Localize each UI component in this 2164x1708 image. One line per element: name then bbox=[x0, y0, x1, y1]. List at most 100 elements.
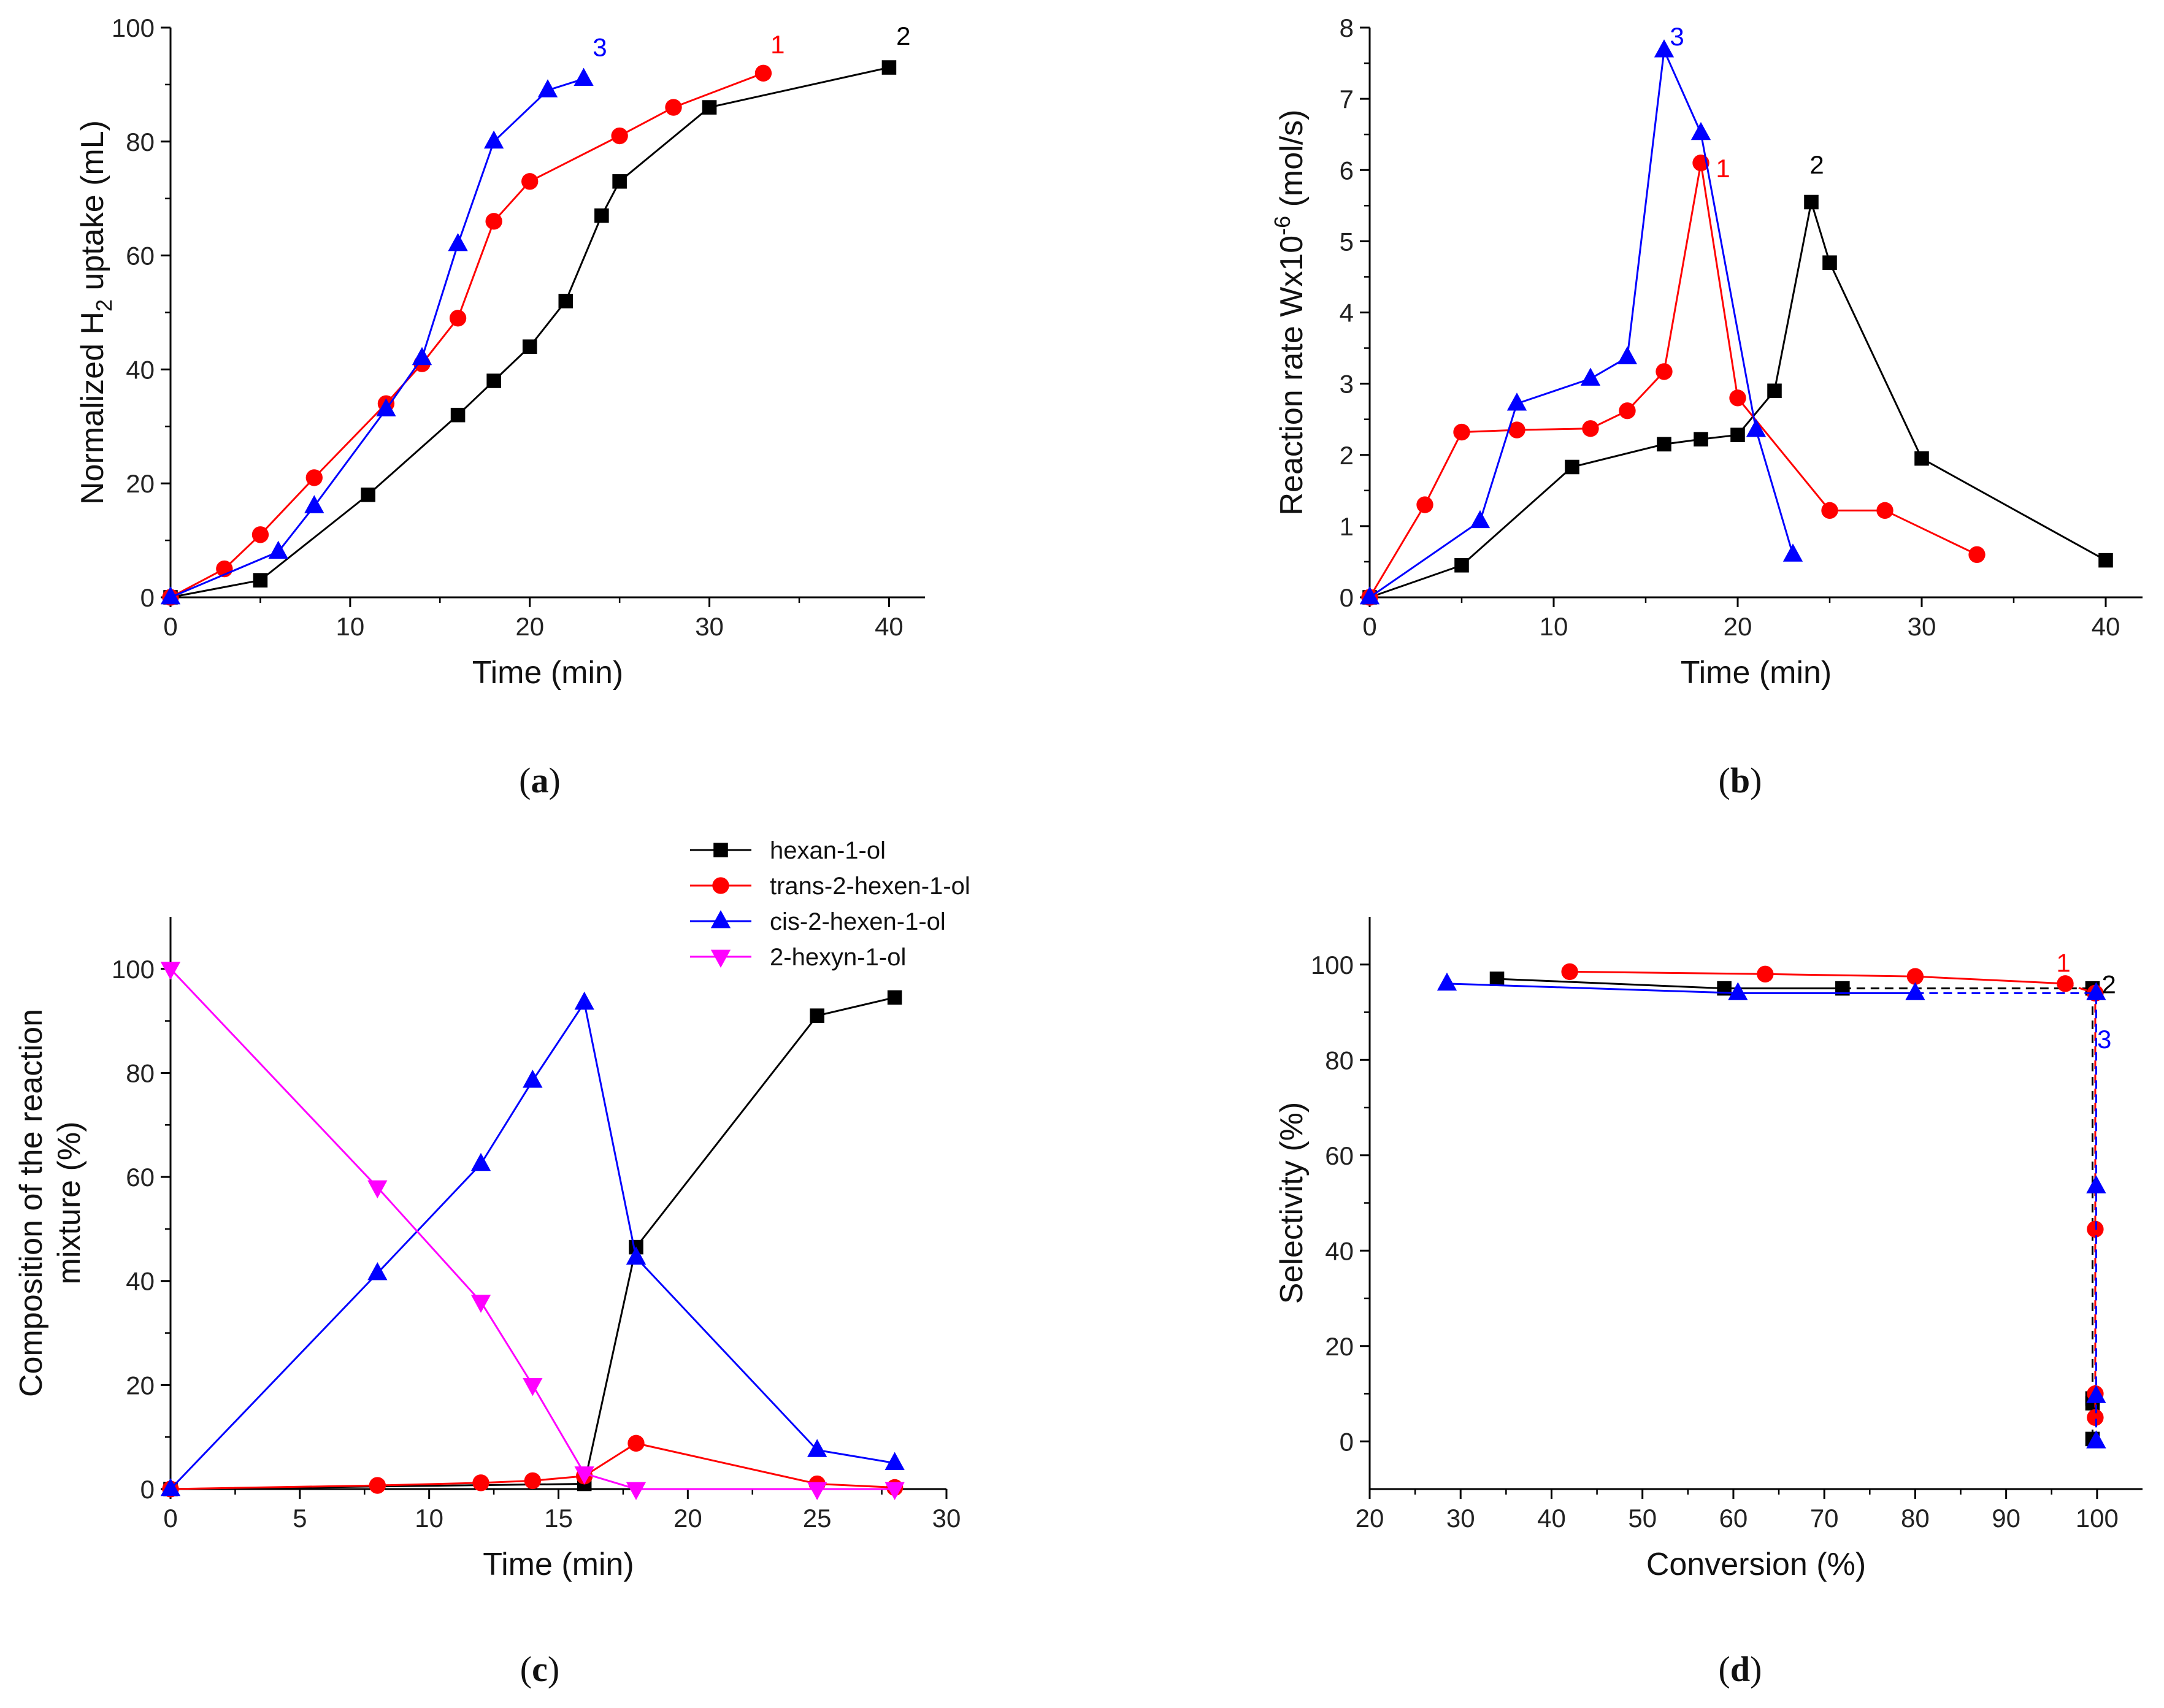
data-point-trans-2-hexen-1-ol bbox=[524, 1472, 542, 1490]
data-point-3 bbox=[2086, 982, 2106, 1000]
data-point-cis-2-hexen-1-ol bbox=[470, 1152, 491, 1171]
dashed-line-series-2 bbox=[1842, 987, 2093, 1439]
x-tick-label: 5 bbox=[293, 1504, 307, 1533]
y-tick-label: 40 bbox=[126, 355, 155, 384]
y-tick-label: 20 bbox=[126, 1371, 155, 1400]
y-tick-label: 7 bbox=[1340, 85, 1354, 113]
series-line-3 bbox=[170, 78, 585, 599]
data-point-2-hexyn-1-ol bbox=[523, 1377, 543, 1396]
data-point-3 bbox=[1782, 543, 1803, 562]
data-point-3 bbox=[1470, 510, 1491, 529]
data-point-2-hexyn-1-ol bbox=[807, 1482, 827, 1501]
data-point-1 bbox=[305, 469, 323, 486]
curve-label-2: 2 bbox=[1809, 150, 1824, 179]
dashed-line-series-3 bbox=[1915, 992, 2097, 1442]
data-point-3 bbox=[1654, 39, 1675, 58]
data-point-2 bbox=[1730, 427, 1745, 443]
data-point-2 bbox=[594, 208, 609, 223]
panel-label: (c) bbox=[520, 1649, 559, 1689]
curve-label-3: 3 bbox=[2097, 1025, 2111, 1054]
y-tick-label: 0 bbox=[140, 1475, 155, 1504]
y-tick-label: 60 bbox=[1325, 1141, 1354, 1170]
data-point-3 bbox=[1905, 982, 1925, 1000]
data-point-3 bbox=[2086, 1385, 2106, 1403]
y-tick-label: 40 bbox=[126, 1267, 155, 1296]
x-tick-label: 25 bbox=[803, 1504, 832, 1533]
data-point-1 bbox=[1416, 496, 1433, 513]
series-line-cis-2-hexen-1-ol bbox=[169, 1000, 895, 1490]
x-tick-label: 30 bbox=[1908, 612, 1936, 641]
x-tick-label: 30 bbox=[1446, 1504, 1475, 1533]
panel-b: 0 10 20 30 40 0 1 2 3 4 5 6 7 8 Time (min) Reaction rat… bbox=[1270, 13, 2143, 800]
data-point-3 bbox=[1746, 419, 1767, 437]
panel-c: 0 5 10 15 20 25 30 0 20 40 60 80 100 Time (min) Compos… bbox=[13, 837, 970, 1689]
data-point-3 bbox=[268, 540, 288, 559]
data-point-1 bbox=[611, 127, 628, 145]
data-point-cis-2-hexen-1-ol bbox=[884, 1452, 905, 1470]
data-point-2 bbox=[1835, 981, 1850, 996]
data-point-2 bbox=[361, 488, 375, 502]
data-point-2-hexyn-1-ol bbox=[574, 1466, 594, 1485]
y-tick-label: 3 bbox=[1340, 370, 1354, 399]
data-point-1 bbox=[1619, 402, 1636, 419]
data-point-3 bbox=[376, 398, 396, 416]
data-point-1 bbox=[449, 310, 467, 327]
curve-label-3: 3 bbox=[1670, 22, 1684, 51]
y-tick-label: 20 bbox=[126, 469, 155, 498]
x-tick-label: 40 bbox=[875, 612, 904, 641]
y-axis-label: Normalized H2 uptake (mL) bbox=[75, 120, 117, 505]
data-point-3 bbox=[304, 495, 324, 513]
panel-label: (a) bbox=[519, 760, 561, 800]
data-point-2-hexyn-1-ol bbox=[470, 1295, 491, 1313]
y-tick-label: 0 bbox=[140, 583, 155, 612]
data-point-2 bbox=[702, 100, 717, 115]
y-tick-label: 8 bbox=[1340, 13, 1354, 42]
y-tick-label: 20 bbox=[1325, 1332, 1354, 1361]
data-point-cis-2-hexen-1-ol bbox=[807, 1439, 827, 1457]
data-point-3 bbox=[412, 347, 432, 366]
y-tick-label: 5 bbox=[1340, 227, 1354, 256]
curve-label-1: 1 bbox=[2056, 948, 2070, 977]
data-point-trans-2-hexen-1-ol bbox=[369, 1477, 386, 1494]
series-line-2 bbox=[170, 66, 889, 599]
y-axis-label: Selectivity (%) bbox=[1274, 1102, 1310, 1304]
legend-marker bbox=[710, 910, 731, 929]
data-point-2 bbox=[1822, 255, 1837, 270]
y-tick-label: 1 bbox=[1340, 512, 1354, 541]
data-point-2 bbox=[450, 407, 466, 423]
data-point-2 bbox=[881, 60, 897, 75]
data-point-2 bbox=[522, 339, 537, 354]
x-tick-label: 70 bbox=[1810, 1504, 1839, 1533]
data-point-hexan-1-ol bbox=[887, 990, 902, 1005]
data-point-2 bbox=[1694, 432, 1708, 446]
series-line-3 bbox=[1369, 47, 1794, 599]
data-point-2 bbox=[1454, 557, 1469, 573]
x-axis-label: Time (min) bbox=[483, 1547, 634, 1582]
legend-entry: 2-hexyn-1-ol bbox=[770, 944, 906, 971]
panel-label: (b) bbox=[1719, 760, 1762, 800]
data-point-3 bbox=[574, 67, 594, 86]
data-point-2 bbox=[253, 573, 268, 588]
series-line-2-hexyn-1-ol bbox=[169, 968, 895, 1490]
data-point-3 bbox=[2086, 1430, 2106, 1449]
data-point-cis-2-hexen-1-ol bbox=[574, 991, 594, 1010]
x-tick-label: 80 bbox=[1901, 1504, 1930, 1533]
data-point-2-hexyn-1-ol bbox=[884, 1482, 905, 1501]
x-tick-label: 30 bbox=[695, 612, 724, 641]
data-point-2 bbox=[1767, 383, 1782, 399]
data-point-1 bbox=[1757, 965, 1774, 982]
x-tick-label: 40 bbox=[2092, 612, 2120, 641]
curve-label-3: 3 bbox=[593, 33, 607, 61]
x-tick-label: 20 bbox=[1356, 1504, 1384, 1533]
data-point-1 bbox=[1453, 423, 1470, 441]
y-tick-label: 60 bbox=[126, 242, 155, 270]
curve-label-2: 2 bbox=[2101, 970, 2116, 998]
data-point-2 bbox=[1565, 459, 1579, 475]
y-tick-label: 4 bbox=[1340, 299, 1354, 327]
x-tick-label: 0 bbox=[163, 612, 177, 641]
legend-marker bbox=[710, 949, 731, 968]
data-point-3 bbox=[1617, 346, 1638, 365]
data-point-cis-2-hexen-1-ol bbox=[367, 1262, 388, 1281]
x-tick-label: 0 bbox=[1362, 612, 1376, 641]
y-tick-label: 0 bbox=[1340, 1427, 1354, 1456]
